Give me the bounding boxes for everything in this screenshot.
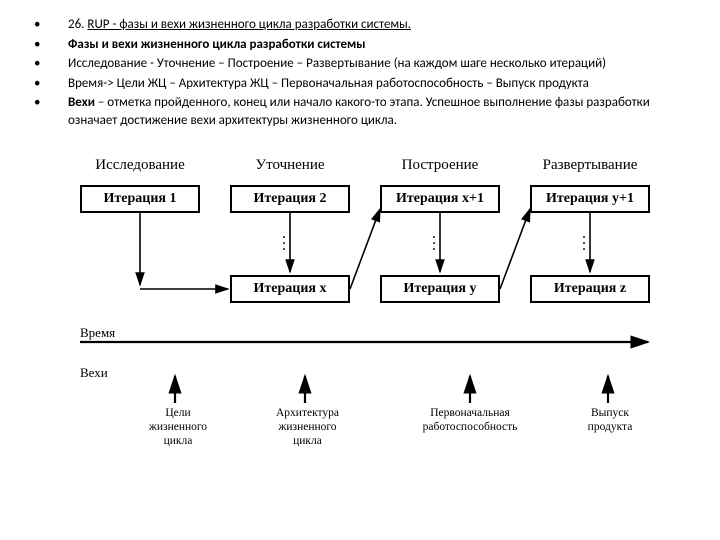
bullet-item: • Фазы и вехи жизненного цикла разработк… (30, 36, 690, 54)
bullet-item: • Вехи – отметка пройденного, конец или … (30, 94, 690, 129)
bullet-item: • Время-> Цели ЖЦ – Архитектура ЖЦ – Пер… (30, 75, 690, 93)
bullet-1-title: RUP - фазы и вехи жизненного цикла разра… (87, 17, 411, 32)
bullet-marker: • (30, 36, 68, 54)
rup-diagram: Исследование Уточнение Построение Развер… (60, 157, 660, 487)
row-time-label: Время (80, 325, 115, 341)
bullet-5-rest: – отметка пройденного, конец или начало … (68, 95, 650, 128)
bullet-5-lead: Вехи (68, 95, 95, 110)
milestone-4: Выпуск продукта (575, 407, 645, 435)
bullet-list: • 26. RUP - фазы и вехи жизненного цикла… (30, 16, 690, 129)
bullet-item: • Исследование - Уточнение – Построение … (30, 55, 690, 73)
bullet-4: Время-> Цели ЖЦ – Архитектура ЖЦ – Перво… (68, 75, 690, 93)
bullet-marker: • (30, 55, 68, 73)
bullet-3: Исследование - Уточнение – Построение – … (68, 55, 690, 73)
bullet-marker: • (30, 94, 68, 129)
bullet-item: • 26. RUP - фазы и вехи жизненного цикла… (30, 16, 690, 34)
bullet-marker: • (30, 16, 68, 34)
row-milestones-label: Вехи (80, 365, 108, 381)
bullet-marker: • (30, 75, 68, 93)
milestone-3: Первоначальная работоспособность (410, 407, 530, 435)
bullet-1-num: 26. (68, 17, 87, 32)
milestone-2: Архитектура жизненного цикла (265, 407, 350, 448)
milestone-1: Цели жизненного цикла (138, 407, 218, 448)
bullet-2: Фазы и вехи жизненного цикла разработки … (68, 36, 690, 54)
